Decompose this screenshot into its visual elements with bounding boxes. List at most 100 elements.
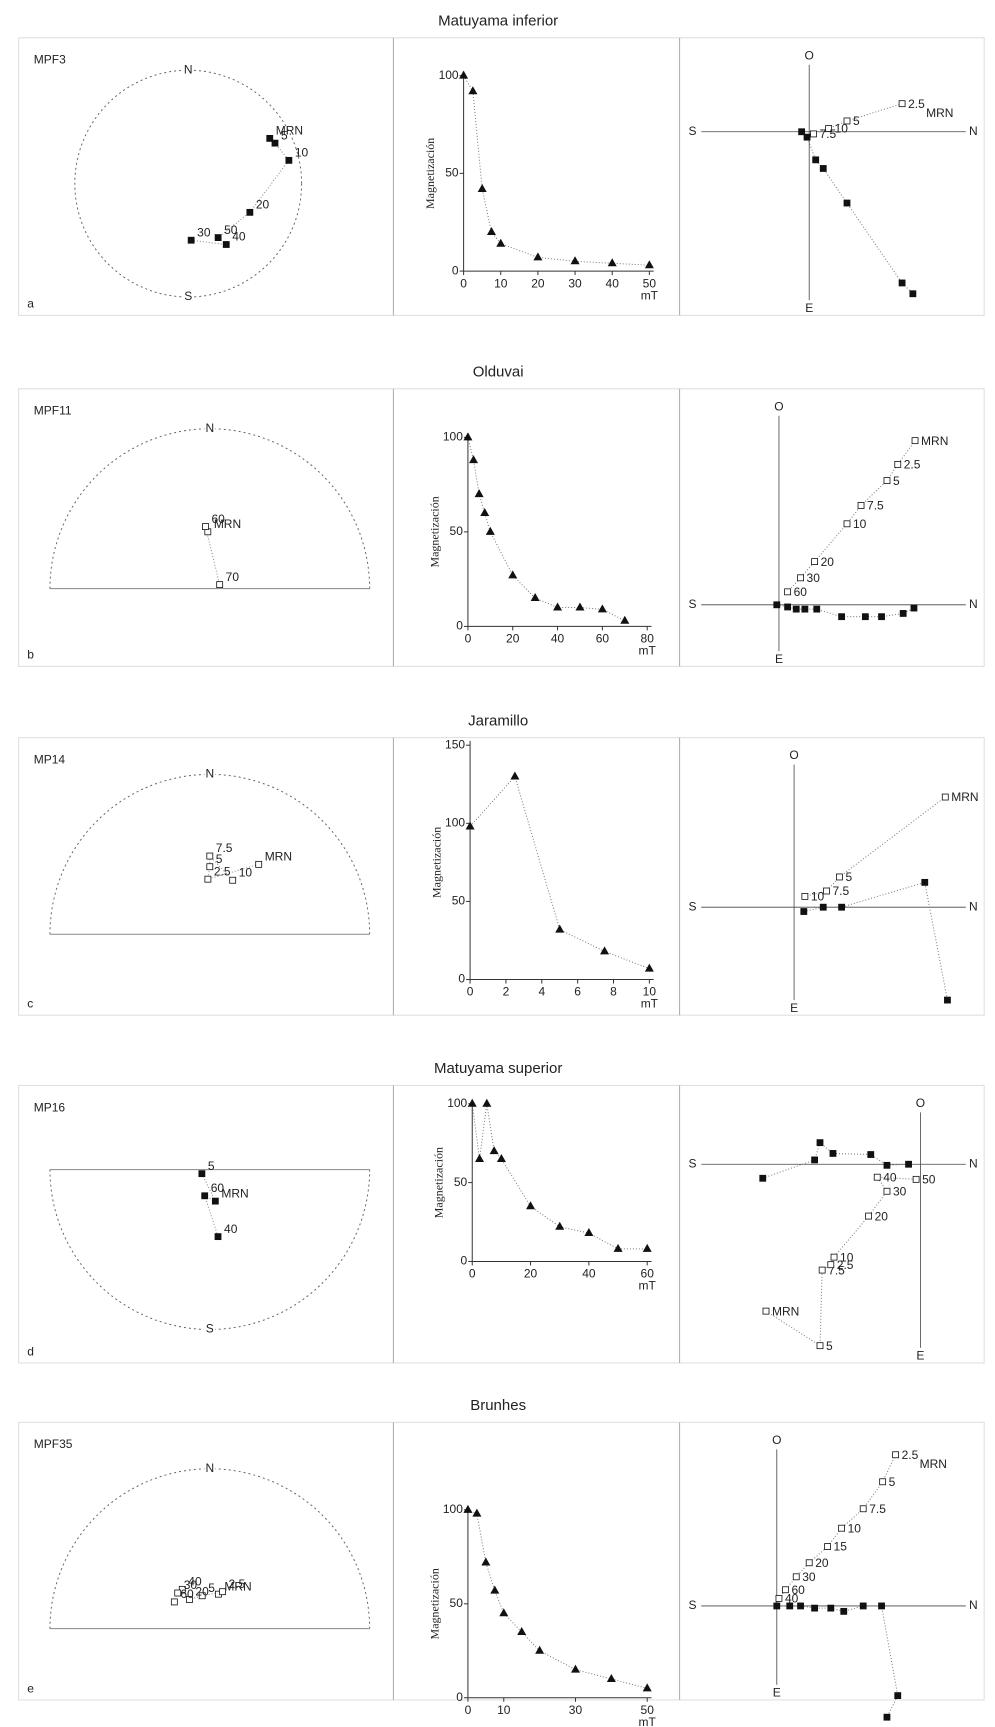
vertical-point xyxy=(825,125,833,132)
direction-point xyxy=(222,241,230,248)
direction-point xyxy=(202,523,209,530)
vertical-point xyxy=(898,100,906,108)
demag-point xyxy=(620,615,630,624)
demag-point xyxy=(642,1243,652,1252)
axis-label-down: E xyxy=(790,1001,798,1015)
horizontal-point xyxy=(773,601,781,609)
direction-point xyxy=(271,139,279,147)
axis-label-left: S xyxy=(689,124,697,138)
point-label: MRN xyxy=(276,124,303,138)
net-arc xyxy=(49,428,371,589)
demag-point xyxy=(472,1508,482,1517)
vertical-point xyxy=(857,502,865,509)
horizontal-path xyxy=(776,1605,899,1718)
demag-point xyxy=(499,1608,509,1617)
x-tick-label: 30 xyxy=(568,276,582,290)
direction-point xyxy=(285,156,293,164)
x-tick-label: 2 xyxy=(503,985,510,999)
direction-point xyxy=(206,863,214,871)
direction-point xyxy=(246,208,254,216)
demag-point xyxy=(485,526,495,535)
axis-label-up: O xyxy=(805,48,814,62)
vertical-point xyxy=(782,1586,789,1594)
axis-label-up: O xyxy=(789,748,798,762)
demag-point xyxy=(530,593,540,602)
step-label: 5 xyxy=(889,1475,896,1489)
demag-point xyxy=(526,1201,536,1210)
y-axis-label: Magnetización xyxy=(429,827,443,898)
horizontal-point xyxy=(797,1602,804,1610)
step-label: 10 xyxy=(811,890,825,904)
y-tick-label: 50 xyxy=(454,1175,468,1189)
axis-label-left: S xyxy=(689,1598,697,1612)
point-label: 40 xyxy=(188,1575,202,1589)
point-label: 10 xyxy=(239,865,253,879)
vertical-point xyxy=(810,130,817,138)
horizontal-point xyxy=(827,1604,835,1612)
sample-name: MPF3 xyxy=(34,53,66,67)
demag-point xyxy=(477,183,487,192)
south-label: S xyxy=(184,289,192,303)
axis-label-down: E xyxy=(773,1686,781,1700)
point-label: 40 xyxy=(232,230,246,244)
step-label: 5 xyxy=(893,474,900,488)
y-tick-label: 100 xyxy=(439,68,459,82)
step-label: 30 xyxy=(807,571,821,585)
y-tick-label: 0 xyxy=(461,1254,468,1268)
step-label: 60 xyxy=(791,1583,805,1597)
x-tick-label: 30 xyxy=(569,1703,583,1717)
sample-name: MPF35 xyxy=(34,1437,73,1451)
horizontal-point xyxy=(878,613,885,621)
row-title: Matuyama superior xyxy=(434,1060,562,1077)
horizontal-point xyxy=(861,613,869,621)
point-label: MRN xyxy=(214,517,241,531)
vertical-point xyxy=(762,1307,770,1315)
demag-point xyxy=(584,1228,594,1237)
demag-point xyxy=(480,508,490,516)
demag-point xyxy=(533,252,543,261)
direction-point xyxy=(229,876,237,884)
vertical-point xyxy=(792,1573,800,1581)
step-label: 5 xyxy=(826,1339,833,1353)
row-title: Olduvai xyxy=(473,364,524,381)
vertical-point xyxy=(859,1505,867,1513)
row-title: Brunhes xyxy=(470,1397,526,1414)
horizontal-point xyxy=(898,279,906,287)
x-tick-label: 50 xyxy=(643,276,657,290)
panel-label: b xyxy=(27,648,34,662)
point-label: 50 xyxy=(224,223,238,237)
step-label: 60 xyxy=(794,585,808,599)
step-label: 7.5 xyxy=(832,884,849,898)
horizontal-point xyxy=(859,1602,867,1610)
vertical-point xyxy=(784,588,791,596)
demag-point xyxy=(490,1585,500,1594)
step-label: MRN xyxy=(921,434,948,448)
step-label: 2.5 xyxy=(837,1258,854,1272)
horizontal-point xyxy=(816,1139,824,1147)
demag-line xyxy=(463,75,650,266)
horizontal-point xyxy=(811,1156,818,1164)
point-label: 5 xyxy=(216,852,223,866)
horizontal-point xyxy=(878,1602,885,1610)
direction-point xyxy=(201,1192,209,1200)
y-tick-label: 0 xyxy=(452,263,459,277)
y-tick-label: 0 xyxy=(456,1690,463,1704)
vertical-point xyxy=(818,1266,826,1274)
demag-point xyxy=(535,1645,545,1654)
point-label: 70 xyxy=(226,570,240,584)
horizontal-point xyxy=(883,1161,891,1169)
axis-label-up: O xyxy=(774,399,783,413)
horizontal-path xyxy=(776,604,915,618)
point-label: 30 xyxy=(197,225,211,239)
axis-label-up: O xyxy=(916,1096,925,1110)
vertical-path xyxy=(787,440,916,593)
point-label: 5 xyxy=(208,1159,215,1173)
point-label: 5 xyxy=(208,1581,215,1595)
direction-point xyxy=(255,860,263,868)
horizontal-point xyxy=(909,290,917,298)
x-tick-label: 10 xyxy=(497,1703,511,1717)
row-title: Jaramillo xyxy=(468,712,528,729)
panel-frame xyxy=(18,1421,985,1701)
step-label: 40 xyxy=(883,1170,897,1184)
demag-point xyxy=(486,226,496,235)
